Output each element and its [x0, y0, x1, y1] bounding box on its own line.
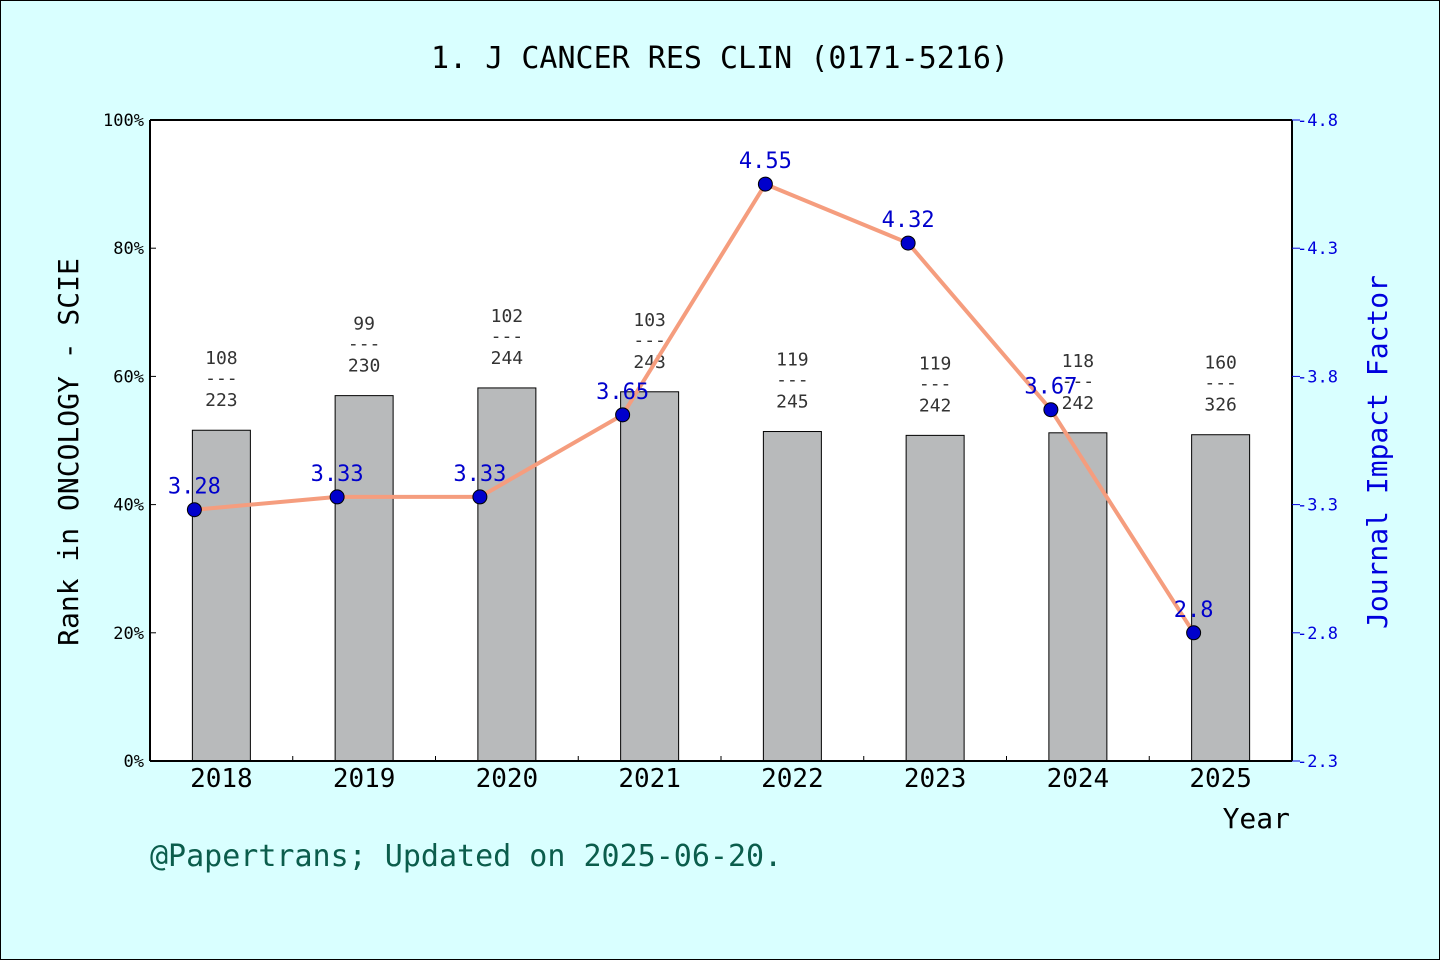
left-tick-label: 60%	[113, 367, 144, 387]
impact-factor-point-2021	[615, 407, 631, 423]
x-tick-label-2018: 2018	[190, 764, 253, 794]
impact-factor-value-label: 3.33	[453, 462, 506, 487]
x-tick-label-2025: 2025	[1189, 764, 1252, 794]
x-tick-label-2022: 2022	[761, 764, 824, 794]
bar-rank-label: 102	[491, 306, 524, 327]
bar-label-separator: ---	[348, 334, 381, 355]
right-tick-label: -3.3	[1297, 496, 1338, 516]
right-tick-label: -4.8	[1297, 111, 1338, 131]
bar-rank-label: 103	[633, 310, 666, 331]
left-tick-label: 0%	[124, 752, 144, 772]
bar-label-separator: ---	[1062, 371, 1095, 392]
bar-label-separator: ---	[205, 368, 238, 389]
impact-factor-value-label: 4.32	[882, 208, 935, 233]
bar-label-separator: ---	[1204, 373, 1237, 394]
impact-factor-point-2018	[186, 502, 202, 518]
bar-rank-label: 119	[776, 350, 809, 371]
impact-factor-point-2020	[472, 489, 488, 505]
bar-total-label: 326	[1204, 395, 1237, 416]
impact-factor-point-2019	[329, 489, 345, 505]
bar-2021	[620, 391, 680, 762]
left-axis-label: Rank in ONCOLOGY - SCIE	[52, 258, 85, 646]
left-axis-ticks: 0% 20% 40% 60% 80% 100%	[103, 111, 156, 772]
impact-factor-point-2024	[1043, 402, 1059, 418]
left-tick-label: 80%	[113, 239, 144, 259]
footer-credit: @Papertrans; Updated on 2025-06-20.	[150, 839, 782, 874]
left-tick-label: 40%	[113, 496, 144, 516]
bar-label-separator: ---	[776, 370, 809, 391]
x-tick-label-2021: 2021	[618, 764, 681, 794]
impact-factor-value-label: 3.33	[311, 462, 364, 487]
bar-total-label: 242	[919, 395, 952, 416]
x-axis-ticks: 2018 2019 2020 2021 2022 2023 2024 2025	[149, 756, 1293, 794]
impact-factor-value-label: 3.67	[1024, 375, 1077, 400]
impact-factor-series: 3.28 3.33 3.33 3.65 4.55 4.32 3.67 2.8	[168, 149, 1214, 641]
chart-title: 1. J CANCER RES CLIN (0171-5216)	[431, 41, 1009, 76]
bar-total-label: 245	[776, 392, 809, 413]
x-tick-label-2024: 2024	[1047, 764, 1110, 794]
impact-factor-value-label: 3.28	[168, 475, 221, 500]
impact-factor-value-label: 4.55	[739, 149, 792, 174]
plot-area	[150, 120, 1292, 761]
x-tick-label-2019: 2019	[333, 764, 396, 794]
bar-label-separator: ---	[633, 330, 666, 351]
bar-total-label: 230	[348, 356, 381, 377]
bar-total-label: 223	[205, 390, 238, 411]
bar-2024	[1048, 432, 1108, 762]
impact-factor-value-label: 2.8	[1174, 598, 1214, 623]
left-tick-label: 20%	[113, 624, 144, 644]
bar-2019	[334, 395, 394, 762]
bar-rank-label: 108	[205, 348, 238, 369]
bar-2020	[477, 387, 537, 762]
bar-2023	[905, 434, 965, 762]
bar-label-separator: ---	[491, 326, 524, 347]
bar-rank-label: 160	[1204, 353, 1237, 374]
right-tick-label: -2.3	[1297, 752, 1338, 772]
right-tick-label: -4.3	[1297, 239, 1338, 259]
bar-2022	[762, 431, 822, 762]
impact-factor-value-label: 3.65	[596, 380, 649, 405]
right-axis-ticks: -2.3 -2.8 -3.3 -3.8 -4.3 -4.8	[1292, 111, 1338, 772]
x-tick-label-2023: 2023	[904, 764, 967, 794]
impact-factor-line	[194, 182, 1196, 634]
x-tick-label-2020: 2020	[476, 764, 539, 794]
x-axis-label: Year	[1223, 802, 1290, 835]
bar-rank-label: 119	[919, 353, 952, 374]
impact-factor-point-2023	[900, 235, 916, 251]
impact-factor-point-2025	[1186, 625, 1202, 641]
right-tick-label: -3.8	[1297, 367, 1338, 387]
right-axis-label: Journal Impact Factor	[1361, 275, 1394, 629]
bar-rank-label: 118	[1062, 351, 1095, 372]
right-tick-label: -2.8	[1297, 624, 1338, 644]
bar-rank-label: 99	[353, 314, 375, 335]
bar-2018	[191, 429, 251, 762]
bar-label-separator: ---	[919, 373, 952, 394]
bar-total-label: 242	[1062, 393, 1095, 414]
bar-total-label: 244	[491, 348, 524, 369]
bar-series	[191, 387, 1251, 762]
left-tick-label: 100%	[103, 111, 144, 131]
impact-factor-point-2022	[757, 176, 773, 192]
